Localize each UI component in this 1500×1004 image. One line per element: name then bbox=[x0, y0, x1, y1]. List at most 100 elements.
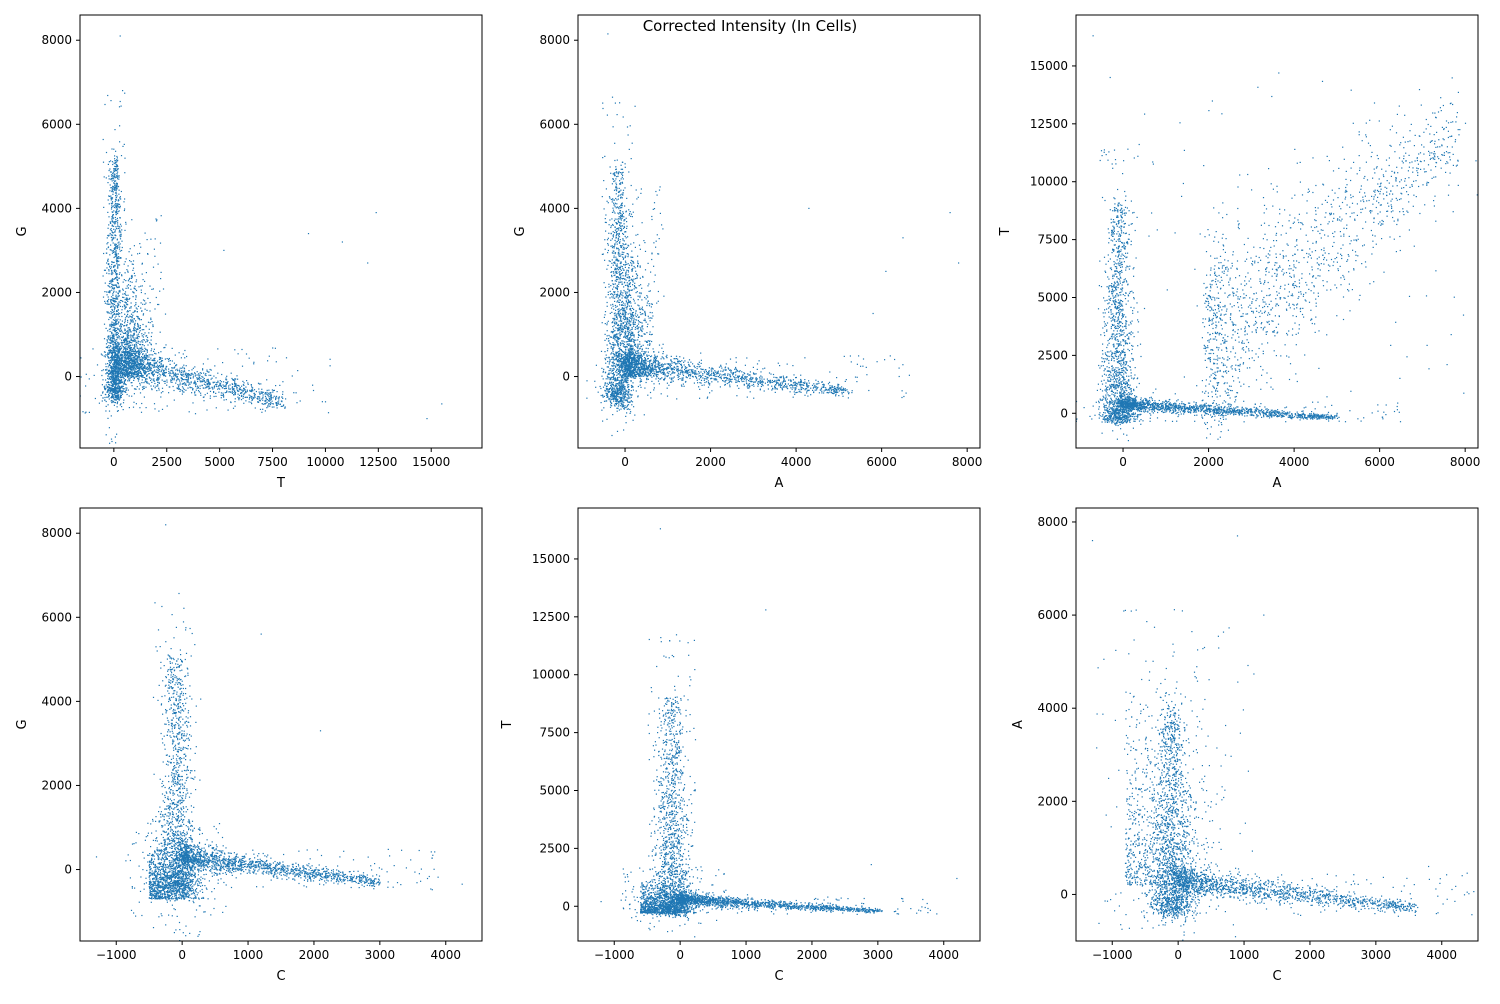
scatter-point bbox=[125, 361, 126, 362]
scatter-point bbox=[195, 375, 196, 376]
scatter-point bbox=[113, 336, 114, 337]
scatter-point bbox=[617, 259, 618, 260]
scatter-point bbox=[131, 255, 132, 256]
scatter-point bbox=[171, 382, 172, 383]
scatter-point bbox=[119, 226, 120, 227]
scatter-point bbox=[258, 388, 259, 389]
scatter-point bbox=[118, 392, 119, 393]
scatter-point bbox=[608, 340, 609, 341]
scatter-point bbox=[111, 396, 112, 397]
scatter-point bbox=[202, 369, 203, 370]
scatter-point bbox=[125, 384, 126, 385]
scatter-point bbox=[108, 176, 109, 177]
scatter-point bbox=[117, 353, 118, 354]
scatter-point bbox=[176, 374, 177, 375]
scatter-point bbox=[614, 356, 615, 357]
scatter-point bbox=[132, 264, 133, 265]
scatter-point bbox=[128, 364, 129, 365]
scatter-point bbox=[72, 387, 73, 388]
scatter-point bbox=[118, 177, 119, 178]
scatter-point bbox=[612, 358, 613, 359]
scatter-point bbox=[109, 168, 110, 169]
scatter-point bbox=[615, 371, 616, 372]
scatter-point bbox=[111, 358, 112, 359]
scatter-point bbox=[184, 379, 185, 380]
scatter-point bbox=[114, 166, 115, 167]
scatter-point bbox=[142, 387, 143, 388]
scatter-point bbox=[240, 389, 241, 390]
scatter-point bbox=[223, 397, 224, 398]
scatter-point bbox=[611, 308, 612, 309]
scatter-point bbox=[127, 320, 128, 321]
scatter-point bbox=[616, 188, 617, 189]
scatter-point bbox=[120, 257, 121, 258]
scatter-point bbox=[133, 359, 134, 360]
scatter-point bbox=[112, 325, 113, 326]
scatter-point bbox=[114, 243, 115, 244]
scatter-point bbox=[110, 376, 111, 377]
scatter-point bbox=[154, 358, 155, 359]
scatter-point bbox=[115, 205, 116, 206]
scatter-point bbox=[614, 247, 615, 248]
scatter-point bbox=[139, 364, 140, 365]
scatter-point bbox=[603, 397, 604, 398]
scatter-point bbox=[618, 240, 619, 241]
scatter-point bbox=[237, 385, 238, 386]
scatter-point bbox=[603, 369, 604, 370]
scatter-point bbox=[114, 207, 115, 208]
scatter-point bbox=[107, 242, 108, 243]
scatter-point bbox=[135, 323, 136, 324]
scatter-point bbox=[110, 328, 111, 329]
scatter-point bbox=[111, 415, 112, 416]
scatter-point bbox=[125, 387, 126, 388]
x-tick-label: 7500 bbox=[257, 455, 288, 469]
scatter-point bbox=[616, 203, 617, 204]
scatter-point bbox=[245, 387, 246, 388]
scatter-point bbox=[104, 104, 105, 105]
scatter-point bbox=[101, 354, 102, 355]
scatter-point bbox=[229, 389, 230, 390]
scatter-point bbox=[625, 291, 626, 292]
scatter-point bbox=[131, 278, 132, 279]
scatter-point bbox=[610, 368, 611, 369]
scatter-point bbox=[632, 226, 633, 227]
scatter-point bbox=[214, 396, 215, 397]
scatter-point bbox=[95, 398, 96, 399]
scatter-point bbox=[114, 155, 115, 156]
scatter-point bbox=[107, 347, 108, 348]
scatter-point bbox=[116, 295, 117, 296]
scatter-point bbox=[170, 360, 171, 361]
scatter-point bbox=[191, 369, 192, 370]
scatter-point bbox=[130, 248, 131, 249]
scatter-point bbox=[263, 394, 264, 395]
scatter-point bbox=[137, 378, 138, 379]
scatter-point bbox=[154, 403, 155, 404]
scatter-point bbox=[619, 338, 620, 339]
scatter-point bbox=[116, 244, 117, 245]
scatter-point bbox=[626, 270, 627, 271]
scatter-point bbox=[118, 396, 119, 397]
scatter-point bbox=[127, 304, 128, 305]
scatter-point bbox=[611, 293, 612, 294]
scatter-point bbox=[116, 311, 117, 312]
scatter-point bbox=[113, 344, 114, 345]
scatter-point bbox=[133, 318, 134, 319]
x-tick-label: 5000 bbox=[204, 455, 235, 469]
scatter-point bbox=[112, 353, 113, 354]
scatter-point bbox=[610, 246, 611, 247]
scatter-point bbox=[256, 391, 257, 392]
scatter-point bbox=[296, 392, 297, 393]
scatter-point bbox=[233, 380, 234, 381]
scatter-point bbox=[620, 383, 621, 384]
scatter-point bbox=[267, 390, 268, 391]
scatter-point bbox=[125, 261, 126, 262]
scatter-point bbox=[137, 360, 138, 361]
scatter-point bbox=[161, 215, 162, 216]
scatter-point bbox=[158, 352, 159, 353]
scatter-point bbox=[621, 174, 622, 175]
scatter-point bbox=[137, 373, 138, 374]
scatter-point bbox=[614, 204, 615, 205]
scatter-point bbox=[265, 400, 266, 401]
scatter-point bbox=[211, 370, 212, 371]
scatter-point bbox=[114, 129, 115, 130]
